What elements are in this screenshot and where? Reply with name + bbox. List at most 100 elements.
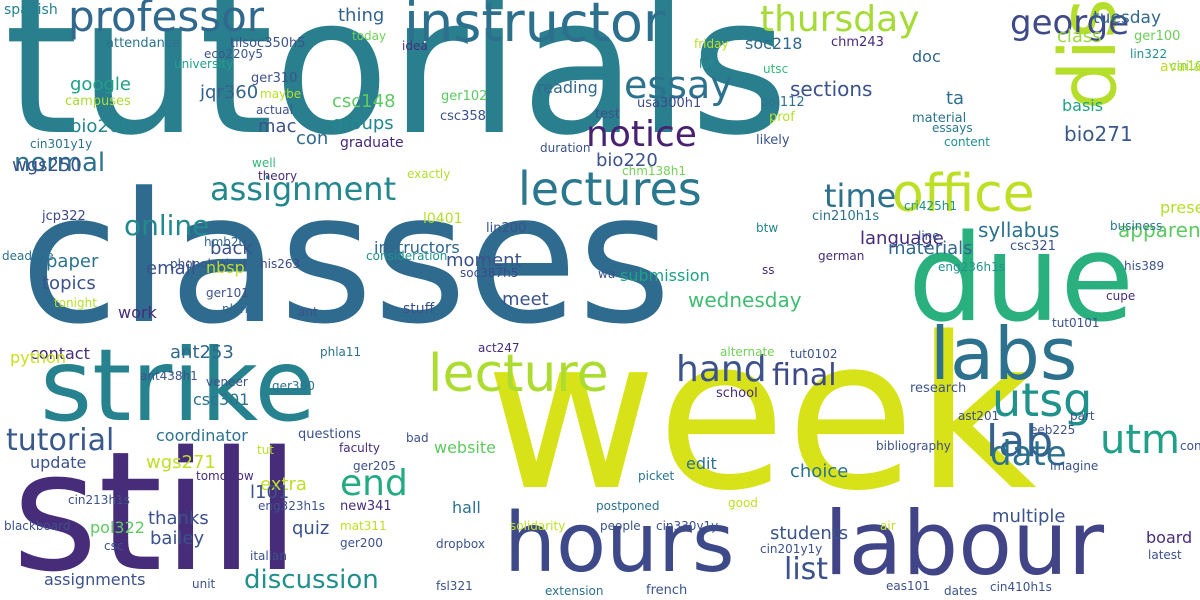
word: air <box>880 519 896 533</box>
word: materials <box>888 238 973 259</box>
word: lecture <box>428 344 609 404</box>
word: presentations <box>1160 198 1200 217</box>
word: reading <box>537 78 598 97</box>
word: research <box>910 381 967 396</box>
word: cin210h1s <box>812 209 880 224</box>
word: eng323h1s <box>258 499 326 513</box>
word: pol322 <box>90 518 145 537</box>
word: actual <box>256 103 293 117</box>
word: instructors <box>374 238 460 257</box>
word: groups <box>332 113 394 134</box>
word: extra <box>260 474 307 495</box>
word: cin301y1y <box>30 137 93 151</box>
word: csc148 <box>332 91 396 112</box>
word: week <box>485 292 1037 537</box>
word: likely <box>756 133 790 148</box>
word: tutorials <box>4 0 789 177</box>
word: final <box>772 358 837 393</box>
word: graduate <box>340 135 404 151</box>
word: wa <box>598 267 616 281</box>
word: tut <box>257 443 275 457</box>
word: meet <box>502 289 549 310</box>
word: friday <box>694 37 729 51</box>
word: wgs250 <box>12 155 82 176</box>
word: google <box>70 74 131 95</box>
word: questions <box>298 427 361 442</box>
word: ast201 <box>958 409 1000 423</box>
word: soc387h5 <box>460 266 519 280</box>
word: website <box>434 438 496 457</box>
word: bad <box>406 431 429 445</box>
word: ger205 <box>353 459 396 473</box>
word: essay <box>624 63 733 107</box>
word: prof <box>769 110 795 125</box>
word: pol112 <box>760 95 805 110</box>
word: csc <box>104 539 124 553</box>
word: office <box>892 164 1035 224</box>
word: time <box>824 177 897 215</box>
word: csc301 <box>193 390 250 409</box>
word: available <box>1160 59 1200 75</box>
word: cri425h1 <box>904 199 958 213</box>
word: school <box>716 386 758 401</box>
word: quiz <box>292 518 330 539</box>
word: mat311 <box>340 519 387 533</box>
word: wgs271 <box>146 452 216 473</box>
word: essays <box>932 121 973 135</box>
word: content <box>944 135 990 149</box>
word: bailey <box>150 528 205 549</box>
word: faculty <box>339 441 380 455</box>
word: date <box>990 434 1067 474</box>
word: btw <box>756 221 779 235</box>
word: tuesday <box>1093 8 1162 28</box>
word: tut0101 <box>1052 316 1100 330</box>
word: coordinator <box>156 426 248 445</box>
word: his263 <box>260 257 301 271</box>
word: tilsoc350h5 <box>230 36 306 51</box>
word: continuing <box>1180 439 1200 453</box>
word: phla11 <box>320 345 362 359</box>
word: jcp322 <box>42 209 86 224</box>
word: utsc <box>763 62 789 76</box>
word: ss <box>762 263 775 277</box>
word: act247 <box>478 341 520 355</box>
word: good <box>728 496 758 510</box>
word: lin200 <box>486 221 527 236</box>
word: line <box>918 229 940 243</box>
word: ant253 <box>170 342 234 363</box>
word: submission <box>620 266 710 285</box>
word: thanks <box>148 508 209 529</box>
word: test <box>595 107 620 122</box>
word: cin201y1y <box>760 542 823 556</box>
word: ger101 <box>206 286 249 300</box>
word: part <box>1070 409 1095 423</box>
word: italian <box>250 549 288 563</box>
word: lin322 <box>1130 47 1168 61</box>
word: maybe <box>260 87 302 101</box>
word: thursday <box>760 0 920 40</box>
word: latest <box>1148 548 1182 562</box>
word: ger102 <box>441 89 488 104</box>
word: csc358 <box>440 109 486 124</box>
word: stuff <box>403 301 435 317</box>
word: lot <box>699 57 715 71</box>
word: bio220 <box>596 150 658 171</box>
word: soc218 <box>745 34 803 53</box>
word: notice <box>586 114 697 155</box>
word: labs <box>930 312 1078 396</box>
word: apparently <box>1118 218 1200 242</box>
word: strike <box>40 327 317 444</box>
word: eco220y5 <box>204 47 263 61</box>
word: eas101 <box>886 579 930 593</box>
word: postponed <box>596 499 660 513</box>
word: basis <box>1062 96 1104 115</box>
word: online <box>124 209 210 242</box>
word: assignment <box>210 170 397 208</box>
word: update <box>30 453 87 472</box>
word: hand <box>676 349 767 390</box>
word: deadline <box>2 249 54 263</box>
word: sections <box>790 77 873 101</box>
word: chm243 <box>831 35 884 50</box>
word: ger200 <box>340 536 383 550</box>
